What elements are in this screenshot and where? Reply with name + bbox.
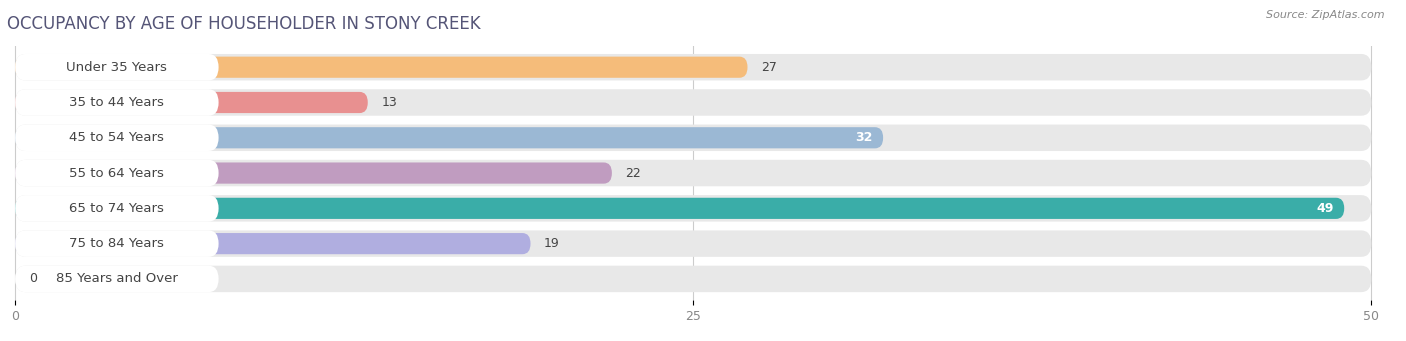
FancyBboxPatch shape	[15, 57, 748, 78]
FancyBboxPatch shape	[15, 54, 1371, 80]
Text: OCCUPANCY BY AGE OF HOUSEHOLDER IN STONY CREEK: OCCUPANCY BY AGE OF HOUSEHOLDER IN STONY…	[7, 15, 481, 33]
FancyBboxPatch shape	[15, 160, 1371, 186]
Text: 45 to 54 Years: 45 to 54 Years	[69, 131, 165, 144]
Text: 85 Years and Over: 85 Years and Over	[56, 272, 177, 285]
FancyBboxPatch shape	[15, 195, 218, 222]
FancyBboxPatch shape	[15, 127, 883, 148]
FancyBboxPatch shape	[15, 231, 218, 257]
Text: 32: 32	[855, 131, 872, 144]
Text: 13: 13	[381, 96, 396, 109]
FancyBboxPatch shape	[15, 233, 530, 254]
FancyBboxPatch shape	[15, 89, 218, 116]
FancyBboxPatch shape	[15, 89, 1371, 116]
Text: 35 to 44 Years: 35 to 44 Years	[69, 96, 165, 109]
Text: 55 to 64 Years: 55 to 64 Years	[69, 166, 165, 180]
Text: 19: 19	[544, 237, 560, 250]
Text: 0: 0	[28, 272, 37, 285]
Text: 27: 27	[761, 61, 778, 74]
FancyBboxPatch shape	[15, 231, 1371, 257]
FancyBboxPatch shape	[15, 92, 368, 113]
FancyBboxPatch shape	[15, 162, 612, 184]
FancyBboxPatch shape	[15, 266, 1371, 292]
Text: 22: 22	[626, 166, 641, 180]
FancyBboxPatch shape	[15, 198, 1344, 219]
FancyBboxPatch shape	[15, 54, 218, 80]
FancyBboxPatch shape	[15, 195, 1371, 222]
FancyBboxPatch shape	[15, 266, 218, 292]
Text: Source: ZipAtlas.com: Source: ZipAtlas.com	[1267, 10, 1385, 20]
FancyBboxPatch shape	[15, 160, 218, 186]
Text: Under 35 Years: Under 35 Years	[66, 61, 167, 74]
FancyBboxPatch shape	[15, 124, 218, 151]
Text: 49: 49	[1316, 202, 1333, 215]
Text: 75 to 84 Years: 75 to 84 Years	[69, 237, 165, 250]
FancyBboxPatch shape	[15, 124, 1371, 151]
Text: 65 to 74 Years: 65 to 74 Years	[69, 202, 165, 215]
